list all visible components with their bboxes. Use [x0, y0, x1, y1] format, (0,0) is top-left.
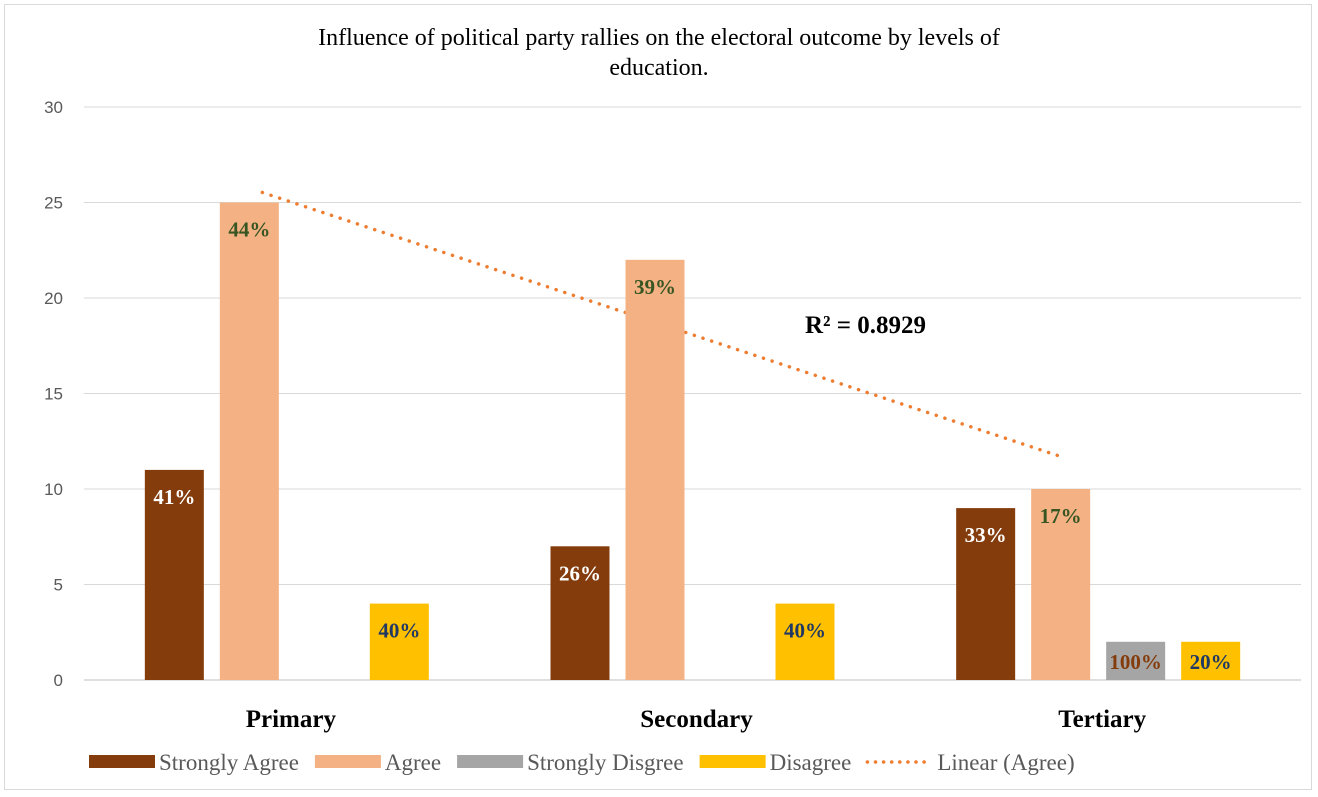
data-label: 39% [634, 275, 676, 299]
x-category-label: Secondary [640, 706, 753, 733]
legend-label: Strongly Disgree [527, 750, 684, 775]
x-category-label: Primary [246, 706, 337, 733]
legend-swatch [314, 755, 381, 768]
legend-label: Agree [385, 750, 441, 775]
legend-label: Strongly Agree [159, 750, 299, 775]
y-tick-label: 20 [44, 289, 63, 308]
bar-agree [219, 202, 279, 680]
y-tick-label: 25 [44, 194, 63, 213]
bar-strongly-agree [956, 508, 1016, 680]
legend-swatch [699, 755, 766, 768]
bar-disagree [1181, 641, 1241, 680]
bar-agree [1031, 489, 1091, 680]
bar-chart: 41% 26% 33% 44% 39% 17% 100% 40% 40% 20% Influenc… [44, 25, 1301, 775]
y-tick-label: 15 [44, 385, 63, 404]
chart-title-line: education. [609, 55, 708, 81]
y-tick-label: 30 [44, 98, 63, 117]
data-label: 33% [965, 523, 1007, 547]
data-label: 40% [378, 619, 420, 643]
bar-agree [625, 259, 685, 680]
bar-disagree [775, 603, 835, 680]
legend-swatch [89, 755, 155, 768]
legend-swatch [457, 755, 524, 768]
data-label: 40% [784, 619, 826, 643]
bar-strongly-agree [144, 469, 204, 680]
y-tick-label: 0 [54, 671, 63, 690]
data-label: 100% [1109, 650, 1162, 674]
chart-title-line: Influence of political party rallies on … [318, 25, 1000, 51]
legend-label: Disagree [770, 750, 852, 775]
r-squared-label: R² = 0.8929 [805, 312, 926, 339]
legend-label: Linear (Agree) [937, 750, 1074, 775]
data-label: 26% [559, 561, 601, 585]
bar-disagree [369, 603, 429, 680]
data-label: 20% [1190, 650, 1232, 674]
y-tick-label: 10 [44, 480, 63, 499]
chart-frame: 41% 26% 33% 44% 39% 17% 100% 40% 40% 20% Influenc… [4, 4, 1312, 790]
data-label: 44% [228, 218, 270, 242]
bar-strongly-agree [550, 546, 610, 680]
data-label: 41% [153, 485, 195, 509]
y-tick-label: 5 [54, 576, 63, 595]
x-category-label: Tertiary [1058, 706, 1146, 733]
data-label: 17% [1040, 504, 1082, 528]
bar-strongly-disgree [1106, 641, 1166, 680]
